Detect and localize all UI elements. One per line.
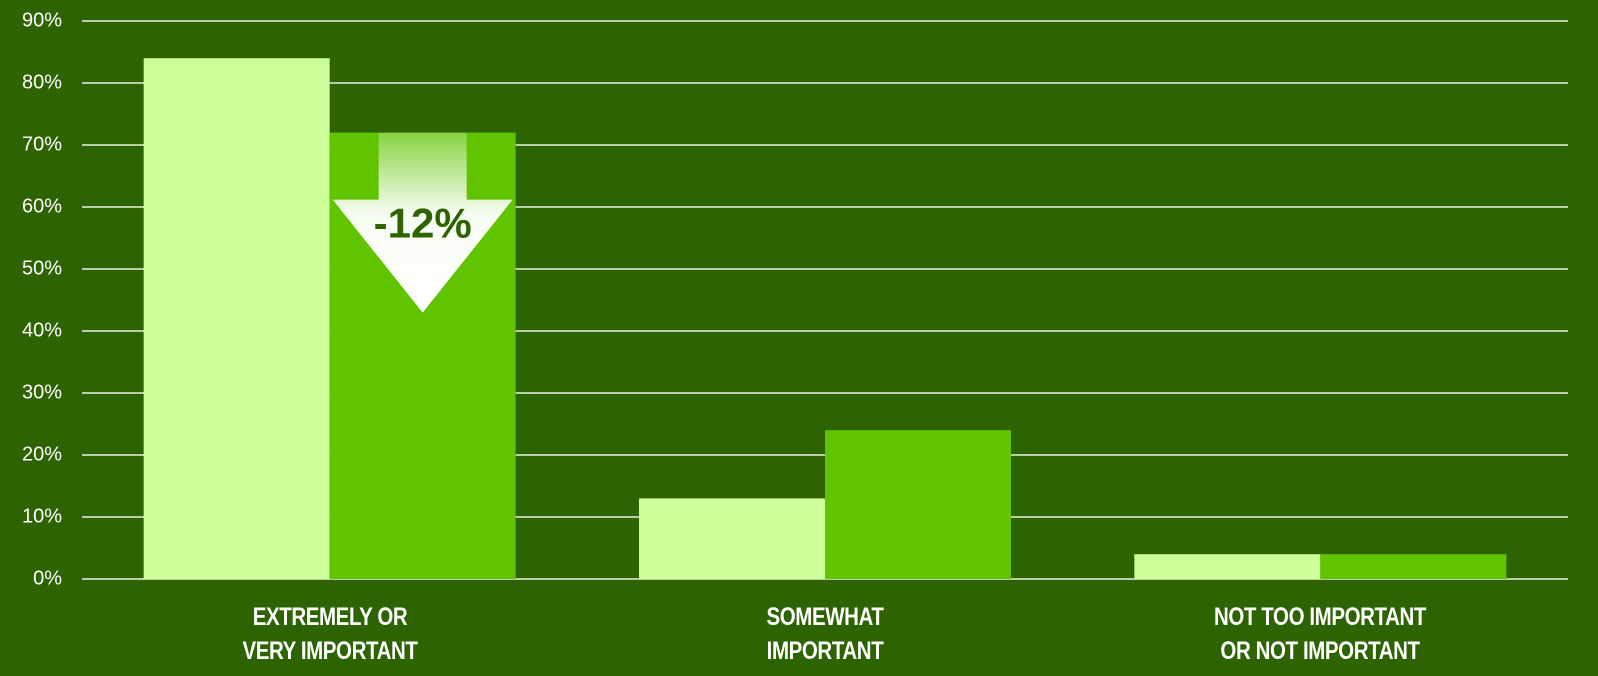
bar xyxy=(1134,554,1321,579)
x-tick-label: EXTREMELY OR VERY IMPORTANT xyxy=(242,603,418,665)
bar xyxy=(639,498,825,579)
y-tick-label: 80% xyxy=(22,71,62,93)
bar xyxy=(1320,554,1507,579)
y-tick-label: 50% xyxy=(22,257,62,279)
x-tick-label: SOMEWHAT IMPORTANT xyxy=(766,603,884,665)
bar xyxy=(825,430,1011,579)
y-tick-label: 10% xyxy=(22,505,62,527)
y-tick-label: 70% xyxy=(22,133,62,155)
y-tick-label: 20% xyxy=(22,443,62,465)
bar xyxy=(143,58,330,579)
annotation: -12% xyxy=(374,200,472,247)
y-tick-label: 0% xyxy=(33,567,62,589)
y-tick-label: 40% xyxy=(22,319,62,341)
y-tick-label: 90% xyxy=(22,9,62,31)
y-tick-label: 30% xyxy=(22,381,62,403)
x-tick-label: NOT TOO IMPORTANT OR NOT IMPORTANT xyxy=(1214,603,1427,665)
arrow xyxy=(332,132,513,313)
y-tick-label: 60% xyxy=(22,195,62,217)
